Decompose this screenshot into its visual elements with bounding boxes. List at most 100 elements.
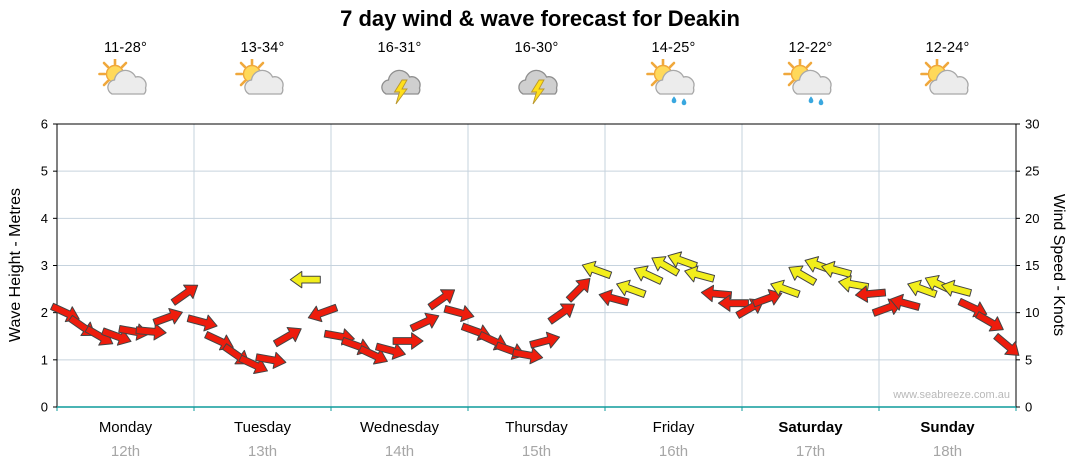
storm-cloud-icon: [380, 69, 421, 105]
day-label-tuesday: Tuesday 13th: [194, 419, 331, 460]
day-header-saturday: 12-22°: [742, 40, 879, 107]
wind-arrow: [186, 314, 218, 332]
right-axis-tick-label: 30: [1025, 117, 1039, 132]
left-axis-title: Wave Height - Metres: [7, 187, 24, 343]
day-date: 16th: [658, 443, 689, 460]
sun-ray: [787, 79, 794, 87]
wind-arrow: [667, 251, 698, 270]
weather-icon-slot: [742, 59, 879, 107]
cloud-shape: [243, 69, 284, 95]
wind-arrow: [273, 326, 302, 348]
day-header-monday: 11-28°: [57, 40, 194, 107]
day-header-friday: 14-25°: [605, 40, 742, 107]
day-label-sunday: Sunday 18th: [879, 419, 1016, 460]
wind-arrow: [751, 289, 783, 308]
sun-ray: [650, 61, 657, 69]
cloud-shape: [928, 69, 969, 95]
weather-icon-slot: [57, 59, 194, 107]
day-name: Sunday: [920, 419, 975, 436]
page-title: 7 day wind & wave forecast for Deakin: [340, 6, 740, 31]
wind-arrow: [993, 332, 1020, 356]
sun-ray: [805, 61, 812, 69]
sun-ray: [924, 61, 931, 69]
wind-arrow: [975, 311, 1004, 332]
wind-arrow: [152, 307, 183, 327]
wind-arrow: [700, 284, 733, 303]
right-axis-tick-label: 5: [1025, 352, 1032, 367]
day-date: 14th: [384, 443, 415, 460]
day-name: Wednesday: [360, 419, 439, 436]
weather-icon-slot: [194, 59, 331, 107]
sun-cloud-icon: [234, 59, 284, 95]
wind-arrow: [616, 279, 647, 298]
wind-arrow: [392, 332, 424, 350]
day-date: 17th: [795, 443, 826, 460]
wind-arrow: [889, 293, 921, 311]
day-label-friday: Friday 16th: [605, 419, 742, 460]
sun-ray: [924, 79, 931, 87]
day-header-thursday: 16-30°: [468, 40, 605, 107]
temperature-range: 12-22°: [788, 40, 833, 56]
left-axis-tick-label: 3: [41, 258, 48, 273]
sun-cloud-icon: [919, 59, 969, 95]
wind-arrow: [907, 279, 938, 298]
temperature-range: 12-24°: [925, 40, 970, 56]
day-header-wednesday: 16-31°: [331, 40, 468, 107]
day-label-wednesday: Wednesday 14th: [331, 419, 468, 460]
left-axis-tick-label: 5: [41, 164, 48, 179]
cloud-shape: [791, 69, 832, 95]
day-header-sunday: 12-24°: [879, 40, 1016, 107]
day-name: Monday: [98, 419, 153, 436]
day-name: Saturday: [778, 419, 843, 436]
day-name: Friday: [652, 419, 695, 436]
sun-ray: [239, 61, 246, 69]
wind-arrow: [838, 275, 870, 293]
wind-arrow: [427, 289, 456, 311]
temperature-range: 14-25°: [651, 40, 696, 56]
left-axis-tick-label: 6: [41, 117, 48, 132]
temperature-range: 11-28°: [103, 40, 147, 56]
wind-arrow: [547, 303, 575, 325]
cloud-shape: [106, 69, 147, 95]
cloud-shape: [654, 69, 695, 95]
wind-arrow: [529, 331, 561, 349]
day-date: 15th: [521, 443, 552, 460]
wind-arrow: [598, 289, 630, 307]
storm-cloud-icon: [517, 69, 558, 105]
wind-arrow: [633, 265, 664, 285]
wind-arrow: [565, 277, 591, 303]
wind-arrow: [307, 303, 339, 323]
wind-arrow: [443, 305, 475, 323]
sun-cloud-rain-icon: [645, 59, 695, 106]
wind-arrow: [255, 351, 287, 369]
day-date: 12th: [110, 443, 141, 460]
wind-arrow: [684, 265, 716, 283]
day-label-monday: Monday 12th: [57, 419, 194, 460]
right-axis-tick-label: 15: [1025, 258, 1039, 273]
right-axis-title: Wind Speed - Knots: [1050, 193, 1067, 337]
sun-ray: [102, 61, 109, 69]
right-axis-tick-label: 20: [1025, 211, 1039, 226]
sun-cloud-rain-icon: [782, 59, 832, 106]
sun-ray: [239, 79, 246, 87]
wind-arrow: [375, 342, 406, 360]
right-axis-tick-label: 0: [1025, 400, 1032, 415]
sun-ray: [668, 61, 675, 69]
left-axis-tick-label: 1: [41, 352, 48, 367]
day-name: Thursday: [505, 419, 568, 436]
temperature-range: 13-34°: [240, 40, 285, 56]
left-axis-tick-label: 0: [41, 400, 48, 415]
day-date: 13th: [247, 443, 278, 460]
watermark: www.seabreeze.com.au: [893, 389, 1010, 401]
wind-arrow: [788, 265, 818, 286]
sun-ray: [650, 79, 657, 87]
left-axis-tick-label: 2: [41, 305, 48, 320]
temperature-range: 16-30°: [514, 40, 559, 56]
right-axis-tick-label: 10: [1025, 305, 1039, 320]
rain-drop: [818, 98, 823, 106]
wind-arrow: [170, 284, 199, 306]
wind-arrow: [717, 294, 749, 312]
day-date: 18th: [932, 443, 963, 460]
